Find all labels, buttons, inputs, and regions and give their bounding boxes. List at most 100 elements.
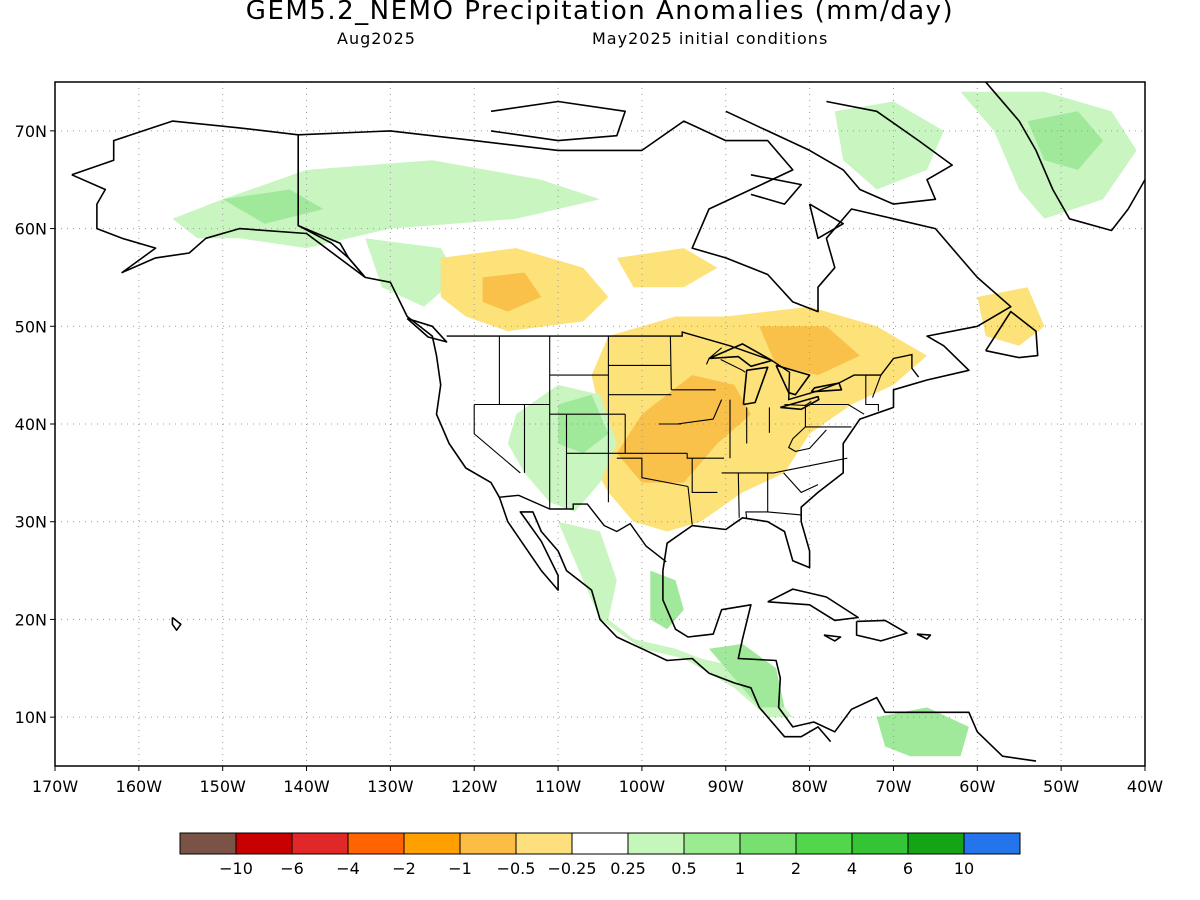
anomaly-hudson-west-dry: [616, 248, 718, 288]
anomaly-midwest-dry-core: [616, 375, 751, 483]
colorbar-swatch: [347, 832, 405, 855]
victoria-island-outline: [490, 100, 627, 142]
state-line: [871, 374, 882, 398]
colorbar-label: 6: [903, 859, 913, 878]
lon-tick-label: 130W: [367, 777, 414, 796]
state-line: [745, 472, 769, 519]
state-line: [687, 486, 693, 525]
lat-tick-label: 50N: [15, 317, 47, 336]
state-line: [721, 457, 848, 474]
colorbar-label: 1: [735, 859, 745, 878]
colorbar-label: 0.25: [610, 859, 646, 878]
hudson-bay-islands-outline: [808, 203, 845, 240]
graticule: [55, 82, 1145, 766]
colorbar-label: −1: [448, 859, 472, 878]
lat-tick-label: 40N: [15, 415, 47, 434]
lat-tick-label: 60N: [15, 220, 47, 239]
state-line: [686, 453, 725, 459]
state-line: [720, 359, 746, 373]
colorbar-label: −2: [392, 859, 416, 878]
state-line: [677, 399, 723, 425]
colorbar-label: 10: [954, 859, 974, 878]
anomaly-prairies-dry-core: [482, 272, 542, 312]
longitude-tick-labels: 170W 160W 150W 140W 130W 120W 110W 100W 90W 80W 70…: [32, 766, 1163, 796]
hispaniola-outline: [855, 619, 908, 642]
chart-title: GEM5.2_NEMO Precipitation Anomalies (mm/…: [245, 0, 955, 26]
state-line: [811, 403, 865, 415]
cuba-outline: [767, 588, 860, 622]
colorbar-swatch: [627, 832, 685, 855]
state-line: [705, 347, 722, 365]
colorbar-label: 4: [847, 859, 857, 878]
coastline-layer: [71, 82, 1145, 762]
state-line: [691, 458, 718, 493]
lon-tick-label: 40W: [1127, 777, 1163, 796]
colorbar-swatch: [907, 832, 965, 855]
lon-tick-label: 90W: [708, 777, 744, 796]
anomaly-mexico-east-wet: [650, 570, 684, 630]
state-line: [865, 375, 879, 412]
lake-michigan-outline: [742, 366, 769, 406]
jamaica-outline: [823, 634, 842, 642]
anomaly-alaska-yukon-wet: [172, 160, 600, 249]
state-line: [783, 472, 819, 494]
anomaly-atlantic-canada-dry: [977, 287, 1045, 346]
vancouver-island-outline: [406, 317, 448, 343]
lat-tick-label: 70N: [15, 122, 47, 141]
state-line: [669, 336, 672, 390]
lon-tick-label: 70W: [875, 777, 911, 796]
lon-tick-label: 120W: [451, 777, 498, 796]
state-line: [787, 426, 827, 452]
lon-tick-label: 50W: [1043, 777, 1079, 796]
state-line: [473, 404, 521, 474]
colorbar-label: −10: [219, 859, 253, 878]
colorbar-swatch: [795, 832, 853, 855]
southampton-outline: [750, 174, 803, 205]
greenland-outline: [984, 82, 1145, 232]
initial-conditions-label: May2025 initial conditions: [592, 29, 829, 48]
alaska-outline: [71, 120, 367, 279]
lon-tick-label: 80W: [792, 777, 828, 796]
colorbar-swatch: [235, 832, 293, 855]
colorbar-swatch: [683, 832, 741, 855]
lon-tick-label: 140W: [283, 777, 330, 796]
colorbar-swatch: [515, 832, 573, 855]
puerto-rico-outline: [916, 633, 932, 640]
lon-tick-label: 110W: [535, 777, 582, 796]
lake-erie-outline: [780, 395, 820, 411]
lon-tick-label: 100W: [619, 777, 666, 796]
state-line: [737, 472, 740, 518]
us-canada-border: [446, 331, 920, 401]
north-america-outline: [298, 120, 1037, 762]
political-borders-layer: [297, 134, 920, 563]
state-line: [767, 511, 802, 516]
lon-tick-label: 150W: [200, 777, 247, 796]
colorbar-swatch: [291, 832, 349, 855]
state-line: [784, 401, 812, 406]
us-mexico-border: [498, 494, 667, 563]
colorbar-swatch: [963, 832, 1021, 855]
lake-huron-outline: [775, 364, 811, 396]
colorbar-label: 2: [791, 859, 801, 878]
colorbar-swatch: [571, 832, 629, 855]
pacific-coast-outline: [297, 224, 832, 743]
colorbar-swatch: [739, 832, 797, 855]
latitude-tick-labels: 70N 60N 50N 40N 30N 20N 10N: [15, 122, 55, 727]
colorbar-label: −0.25: [547, 859, 596, 878]
colorbar-legend: −10 −6 −4 −2 −1 −0.5 −0.25 0.25 0.5 1 2 4 6 10: [179, 832, 1021, 878]
lon-tick-label: 160W: [116, 777, 163, 796]
colorbar-label: −4: [336, 859, 360, 878]
colorbar-swatch: [851, 832, 909, 855]
forecast-month: Aug2025: [337, 29, 416, 48]
newfoundland-outline: [985, 310, 1039, 359]
colorbar-swatch: [403, 832, 461, 855]
anomaly-venezuela-wet: [876, 707, 969, 757]
anomaly-arctic-islands-wet: [834, 101, 944, 190]
lon-tick-label: 170W: [32, 777, 79, 796]
colorbar-label: −0.5: [497, 859, 536, 878]
lon-tick-label: 60W: [959, 777, 995, 796]
lat-tick-label: 30N: [15, 513, 47, 532]
lat-tick-label: 20N: [15, 610, 47, 629]
colorbar-swatch: [179, 832, 237, 855]
